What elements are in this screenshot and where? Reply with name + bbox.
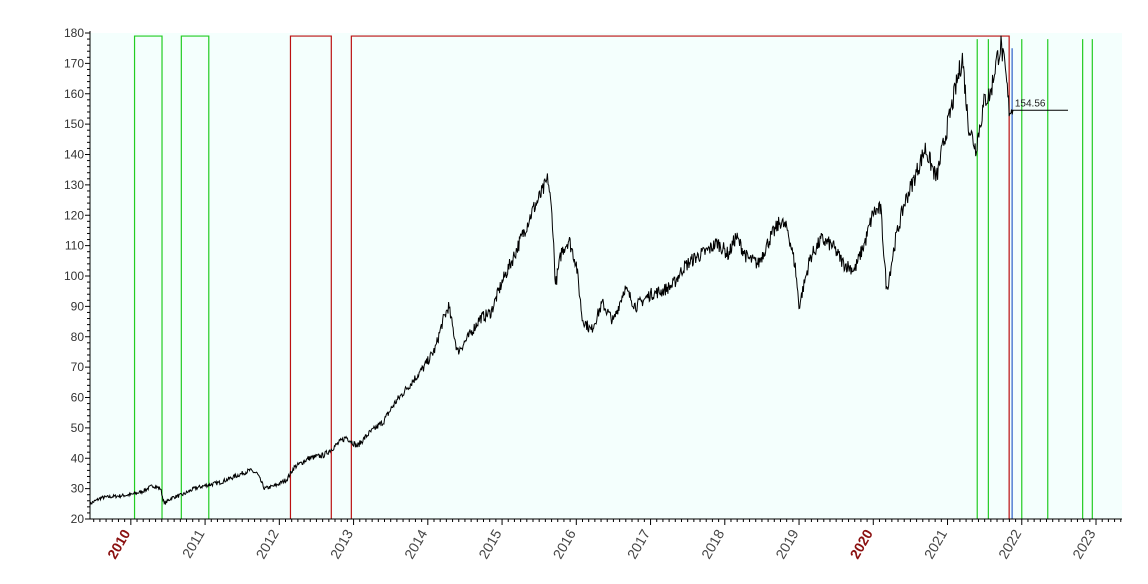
y-tick-label: 20: [71, 512, 85, 526]
signal-band-2: [180, 35, 210, 519]
y-tick-label: 120: [64, 208, 84, 222]
y-tick-label: 60: [71, 391, 85, 405]
signal-lines: [976, 39, 1093, 519]
x-tick-label: 2017: [624, 526, 654, 561]
last-value-marker: 154.56: [1010, 98, 1068, 111]
x-tick-label: 2014: [401, 526, 431, 561]
y-axis: 20 30 40 50 60 70 80 90 100 110 120 130 140 150 160 170…: [64, 26, 91, 526]
y-tick-label: 160: [64, 87, 84, 101]
x-tick-label: 2021: [921, 526, 951, 561]
x-tick-label: 2013: [327, 526, 357, 561]
y-tick-label: 130: [64, 178, 84, 192]
y-tick-label: 100: [64, 269, 84, 283]
signal-band-4: [350, 35, 1010, 519]
signal-band-3: [289, 35, 332, 519]
x-tick-label: 2015: [475, 526, 505, 561]
y-tick-label: 150: [64, 117, 84, 131]
x-tick-label: 2020: [846, 526, 876, 561]
x-tick-label: 2010: [104, 526, 134, 561]
y-tick-label: 70: [71, 360, 85, 374]
y-tick-label: 90: [71, 299, 85, 313]
price-series-line: [89, 35, 1014, 506]
x-tick-label: 2023: [1069, 526, 1099, 561]
x-tick-label: 2022: [995, 526, 1025, 561]
signal-bands: [133, 35, 1010, 519]
x-tick-label: 2012: [252, 526, 282, 561]
x-tick-label: 2011: [179, 526, 208, 560]
x-tick-label: 2018: [698, 526, 728, 561]
y-tick-label: 180: [64, 26, 84, 40]
y-tick-label: 170: [64, 56, 84, 70]
y-tick-label: 40: [71, 451, 85, 465]
x-axis: 2010 2011 2012 2013 2014 2015 2016 2017 2018 2019…: [90, 518, 1122, 561]
y-tick-label: 140: [64, 148, 84, 162]
y-tick-label: 50: [71, 421, 85, 435]
signal-band-1: [133, 35, 163, 519]
x-tick-label: 2019: [772, 526, 802, 561]
y-tick-label: 30: [71, 482, 85, 496]
y-tick-label: 80: [71, 330, 85, 344]
last-value-label: 154.56: [1015, 98, 1046, 109]
x-tick-label: 2016: [549, 526, 579, 561]
y-tick-label: 110: [65, 239, 84, 253]
